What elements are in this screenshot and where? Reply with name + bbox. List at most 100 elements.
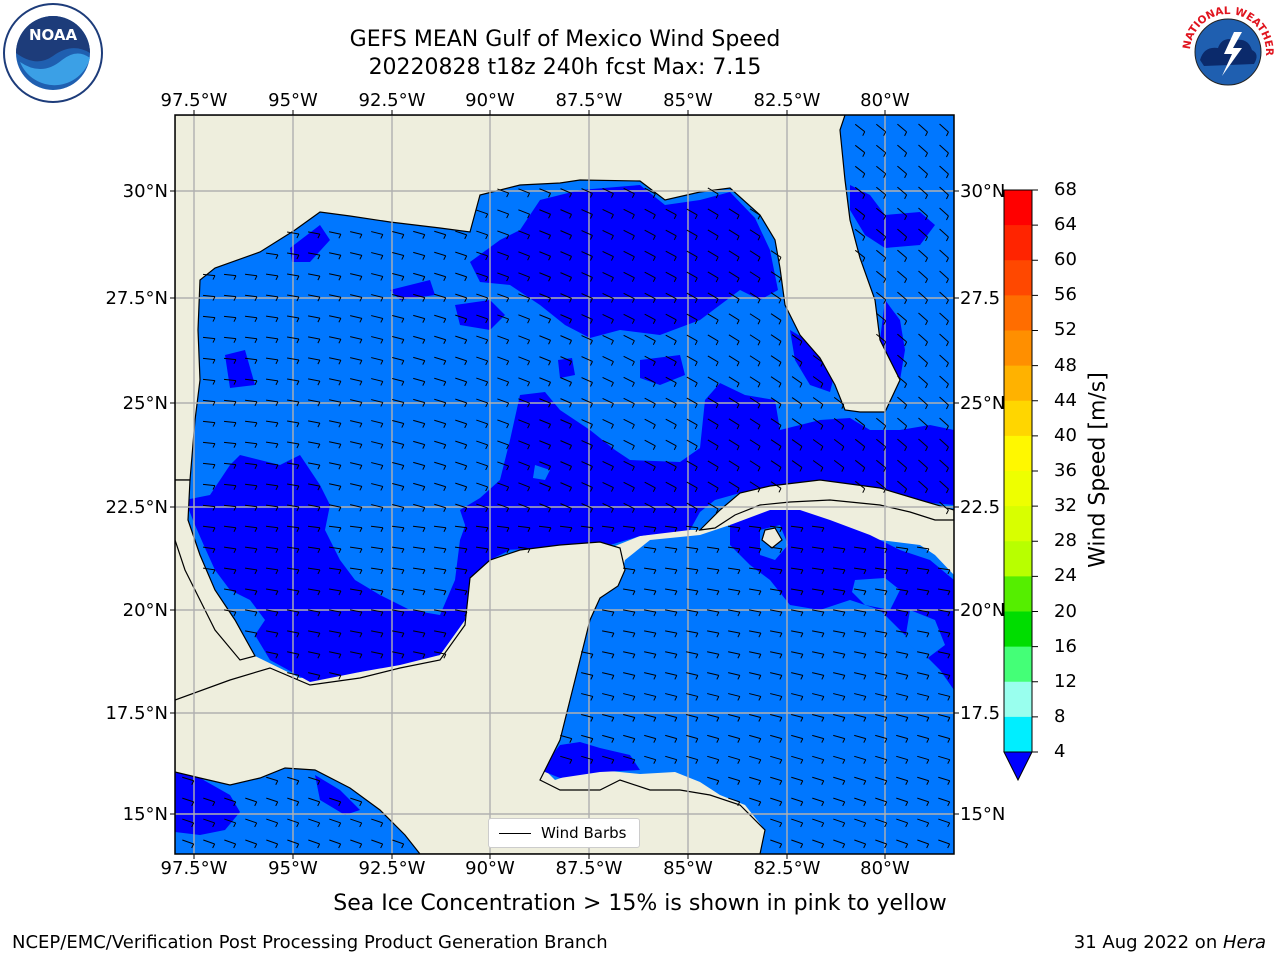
wind-barb xyxy=(391,546,405,550)
wind-barb-flag xyxy=(422,402,426,407)
colorbar-segment xyxy=(1004,225,1032,261)
wind-barb-flag xyxy=(716,675,720,680)
wind-barb xyxy=(665,439,677,447)
wind-barb xyxy=(287,378,299,382)
calm-regions xyxy=(175,185,954,835)
wind-barb-flag xyxy=(590,340,593,345)
wind-barb xyxy=(749,229,761,237)
footer-date-text: 31 Aug 2022 on xyxy=(1073,932,1223,953)
wind-barb xyxy=(875,630,887,634)
wind-barb-flag xyxy=(694,466,698,472)
wind-barb xyxy=(665,208,677,216)
wind-barb-flag xyxy=(443,381,447,386)
wind-barb-flag xyxy=(422,590,426,596)
wind-barb xyxy=(876,417,886,427)
wind-barb xyxy=(245,797,257,803)
wind-barb-flag xyxy=(401,611,405,617)
wind-barb xyxy=(476,377,488,383)
wind-barb-flag xyxy=(863,569,867,575)
lat-label-right: 20°N xyxy=(960,600,1005,621)
wind-barb xyxy=(770,292,782,300)
wind-barb xyxy=(644,588,656,592)
wind-barb-flag xyxy=(800,632,804,638)
wind-barb xyxy=(202,399,216,403)
wind-barb-flag xyxy=(401,843,405,849)
wind-barb xyxy=(454,525,468,529)
wind-barb-flag xyxy=(485,423,489,429)
wind-barb xyxy=(749,397,761,405)
wind-barb-flag xyxy=(947,717,951,722)
wind-barb xyxy=(875,713,887,719)
wind-barb xyxy=(707,651,719,655)
pacific-wind-field xyxy=(175,768,420,854)
wind-barb xyxy=(937,567,951,571)
wind-barb-flag xyxy=(884,801,888,807)
wind-barb-flag xyxy=(820,362,824,367)
wind-barb xyxy=(917,734,929,740)
wind-barb-flag xyxy=(694,277,698,283)
wind-barb-flag xyxy=(569,256,572,261)
wind-barb xyxy=(623,713,635,719)
wind-barb xyxy=(727,525,741,529)
wind-barb xyxy=(434,272,446,278)
wind-barb-flag xyxy=(631,319,635,324)
wind-barb xyxy=(812,734,824,740)
wind-barb xyxy=(371,483,383,487)
wind-barb xyxy=(874,567,888,571)
wind-barb xyxy=(665,460,677,468)
wind-barb xyxy=(665,609,677,613)
wind-barb xyxy=(433,525,447,529)
wind-barb-flag xyxy=(506,548,510,554)
wind-barb xyxy=(308,252,320,256)
wind-barb-flag xyxy=(548,527,552,532)
wind-barb xyxy=(791,839,803,845)
wind-barb xyxy=(203,797,215,803)
wind-barb xyxy=(391,567,405,571)
wind-barb-flag xyxy=(758,590,762,596)
wind-barb xyxy=(308,378,320,382)
wind-barb xyxy=(728,355,740,363)
wind-barb xyxy=(707,397,719,405)
wind-barb-flag xyxy=(925,425,928,431)
wind-barb-flag xyxy=(673,424,677,430)
wind-barb-flag xyxy=(527,381,531,387)
wind-barb-flag xyxy=(422,527,426,532)
wind-barb xyxy=(854,459,866,469)
wind-barb-flag xyxy=(380,444,384,449)
wind-barb xyxy=(918,270,928,280)
wind-barb xyxy=(623,672,635,676)
wind-barb-flag xyxy=(758,548,762,554)
wind-barb-flag xyxy=(653,654,657,659)
wind-barb-flag xyxy=(883,425,887,431)
wind-barb-flag xyxy=(863,822,867,828)
wind-barb xyxy=(918,396,928,406)
wind-barb-flag xyxy=(317,464,321,470)
wind-barb xyxy=(728,397,740,405)
wind-barb-flag xyxy=(233,611,237,617)
wind-barb-flag xyxy=(674,632,678,638)
wind-barb-flag xyxy=(925,215,928,221)
wind-barb xyxy=(918,123,928,133)
wind-barb xyxy=(623,502,635,510)
wind-barb-flag xyxy=(674,569,678,575)
wind-barb xyxy=(392,461,404,467)
wind-barb-flag xyxy=(296,485,300,491)
wind-barb-flag xyxy=(275,527,279,532)
wind-barb-flag xyxy=(926,759,930,764)
wind-barb xyxy=(433,546,447,550)
wind-barb xyxy=(517,525,531,529)
wind-barb xyxy=(707,376,719,384)
wind-barb xyxy=(539,230,551,236)
wind-barb-flag xyxy=(736,445,740,451)
wind-barb-flag xyxy=(631,382,635,387)
wind-barb xyxy=(791,755,803,761)
wind-barb-flag xyxy=(779,759,783,764)
wind-barb-flag xyxy=(610,361,614,366)
wind-barb-flag xyxy=(925,320,928,326)
wind-barb-flag xyxy=(800,654,804,659)
wind-barb-flag xyxy=(653,632,657,638)
wind-barb xyxy=(665,693,677,697)
wind-barb xyxy=(434,251,446,257)
wind-barb xyxy=(349,525,363,529)
wind-barb xyxy=(812,630,824,634)
